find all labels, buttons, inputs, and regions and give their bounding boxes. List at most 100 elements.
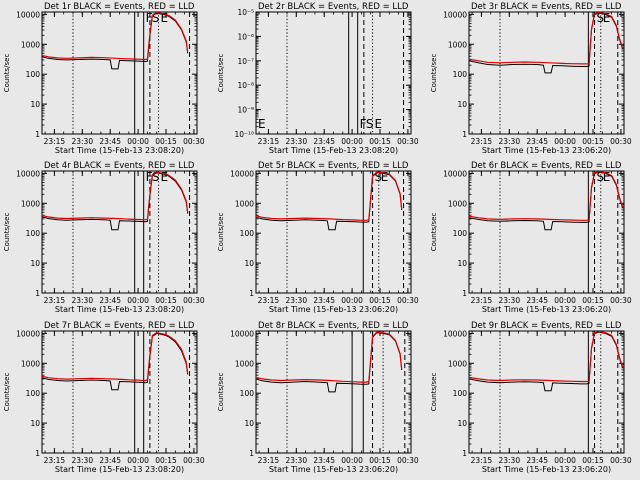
y-tick-label: 1 xyxy=(249,449,254,458)
x-tick-label: 00:15 xyxy=(369,456,391,465)
y-tick-label: 10000 xyxy=(443,169,467,178)
y-axis-label: Counts/sec xyxy=(3,373,11,412)
x-tick-label: 23:15 xyxy=(471,456,493,465)
y-tick-label: 10 xyxy=(30,259,40,268)
x-tick-label: 23:45 xyxy=(526,456,548,465)
series-lld xyxy=(468,330,624,383)
y-tick-label: 10⁻⁷ xyxy=(237,57,254,66)
y-tick-label: 1 xyxy=(35,130,40,139)
y-tick-label: 100 xyxy=(453,229,468,238)
x-tick-label: 23:15 xyxy=(471,296,493,305)
time-marker-label: F xyxy=(360,117,367,131)
series-lld xyxy=(468,170,624,221)
y-tick-label: 10000 xyxy=(443,329,467,338)
x-tick-label: 23:30 xyxy=(498,456,520,465)
panel-det-4: Det 4r BLACK = Events, RED = LLD 1 10 100 10… xyxy=(3,161,205,314)
time-marker-label: E xyxy=(161,170,169,184)
y-tick-label: 100 xyxy=(240,389,255,398)
x-tick-label: 00:15 xyxy=(155,296,177,305)
panel-title: Det 3r BLACK = Events, RED = LLD xyxy=(471,2,622,12)
y-axis-label: Counts/sec xyxy=(430,373,438,412)
x-axis-label: Start Time (15-Feb-13 23:06:20) xyxy=(482,465,611,474)
x-tick-label: 23:15 xyxy=(471,137,493,146)
y-tick-label: 100 xyxy=(26,229,41,238)
series-events xyxy=(41,12,189,70)
x-tick-label: 23:30 xyxy=(498,296,520,305)
y-axis-label: Counts/sec xyxy=(430,54,438,93)
panel-title: Det 7r BLACK = Events, RED = LLD xyxy=(44,321,195,331)
series-lld xyxy=(41,171,189,221)
y-axis-label: Counts/sec xyxy=(3,213,11,252)
y-tick-label: 10 xyxy=(457,100,467,109)
x-tick-label: 00:30 xyxy=(610,137,632,146)
x-axis-label: Start Time (15-Feb-13 23:06:20) xyxy=(482,146,611,155)
time-marker-label: E xyxy=(161,11,169,25)
y-tick-label: 100 xyxy=(453,70,468,79)
y-tick-label: 1000 xyxy=(21,359,40,368)
x-tick-label: 00:30 xyxy=(397,456,419,465)
x-tick-label: 00:30 xyxy=(610,456,632,465)
x-tick-label: 23:15 xyxy=(44,456,66,465)
x-tick-label: 23:15 xyxy=(258,296,280,305)
panel-title: Det 4r BLACK = Events, RED = LLD xyxy=(44,161,195,171)
x-tick-label: 23:45 xyxy=(99,296,121,305)
x-tick-label: 23:30 xyxy=(285,296,307,305)
y-tick-label: 10 xyxy=(244,419,254,428)
y-tick-label: 1 xyxy=(35,289,40,298)
y-tick-label: 100 xyxy=(240,229,255,238)
time-marker-label: E xyxy=(375,117,383,131)
x-tick-label: 00:15 xyxy=(582,456,604,465)
time-marker-label: S xyxy=(597,170,605,184)
panel-title: Det 6r BLACK = Events, RED = LLD xyxy=(471,161,622,171)
panel-det-6: Det 6r BLACK = Events, RED = LLD 1 10 100 10… xyxy=(430,161,632,314)
x-tick-label: 00:30 xyxy=(397,296,419,305)
y-tick-label: 1000 xyxy=(235,199,254,208)
y-tick-label: 10000 xyxy=(16,169,40,178)
y-tick-label: 10000 xyxy=(16,329,40,338)
x-tick-label: 00:15 xyxy=(155,137,177,146)
series-events xyxy=(468,331,623,392)
x-tick-label: 00:30 xyxy=(183,296,205,305)
x-axis-label: Start Time (15-Feb-13 23:08:20) xyxy=(269,146,398,155)
x-tick-label: 23:30 xyxy=(71,137,93,146)
series-lld xyxy=(41,11,189,61)
x-tick-label: 00:15 xyxy=(369,137,391,146)
y-tick-label: 1000 xyxy=(448,199,467,208)
panel-det-2: Det 2r BLACK = Events, RED = LLD 10⁻¹⁰ 10⁻… xyxy=(217,2,419,155)
x-tick-label: 23:30 xyxy=(285,456,307,465)
time-marker-label: F xyxy=(146,11,153,25)
time-marker-label: S xyxy=(152,170,160,184)
time-marker-label: S xyxy=(366,117,374,131)
panel-title: Det 8r BLACK = Events, RED = LLD xyxy=(258,321,409,331)
x-tick-label: 00:15 xyxy=(369,296,391,305)
x-tick-label: 23:15 xyxy=(44,296,66,305)
time-marker-label: E xyxy=(603,170,611,184)
x-tick-label: 23:45 xyxy=(99,137,121,146)
y-tick-label: 10 xyxy=(30,100,40,109)
x-tick-label: 00:30 xyxy=(397,137,419,146)
x-tick-label: 23:45 xyxy=(313,137,335,146)
y-tick-label: 1 xyxy=(462,289,467,298)
y-tick-label: 10000 xyxy=(230,169,254,178)
time-marker-label: S xyxy=(152,11,160,25)
x-tick-label: 00:00 xyxy=(554,456,576,465)
x-axis-label: Start Time (15-Feb-13 23:06:20) xyxy=(269,305,398,314)
panel-det-7: Det 7r BLACK = Events, RED = LLD 1 10 100 10… xyxy=(3,321,205,474)
y-tick-label: 10 xyxy=(457,259,467,268)
series-events xyxy=(41,332,189,391)
x-tick-label: 23:30 xyxy=(498,137,520,146)
y-tick-label: 1 xyxy=(35,449,40,458)
x-axis-label: Start Time (15-Feb-13 23:06:20) xyxy=(482,305,611,314)
y-tick-label: 10⁻⁹ xyxy=(237,106,254,115)
x-tick-label: 00:15 xyxy=(582,296,604,305)
panel-title: Det 5r BLACK = Events, RED = LLD xyxy=(258,161,409,171)
panel-det-5: Det 5r BLACK = Events, RED = LLD 1 10 100 10… xyxy=(217,161,419,314)
y-tick-label: 1000 xyxy=(448,40,467,49)
x-tick-label: 00:00 xyxy=(341,296,363,305)
series-lld xyxy=(255,171,403,221)
x-tick-label: 00:30 xyxy=(610,296,632,305)
x-tick-label: 23:30 xyxy=(71,296,93,305)
series-events xyxy=(468,171,623,231)
x-tick-label: 00:30 xyxy=(183,137,205,146)
